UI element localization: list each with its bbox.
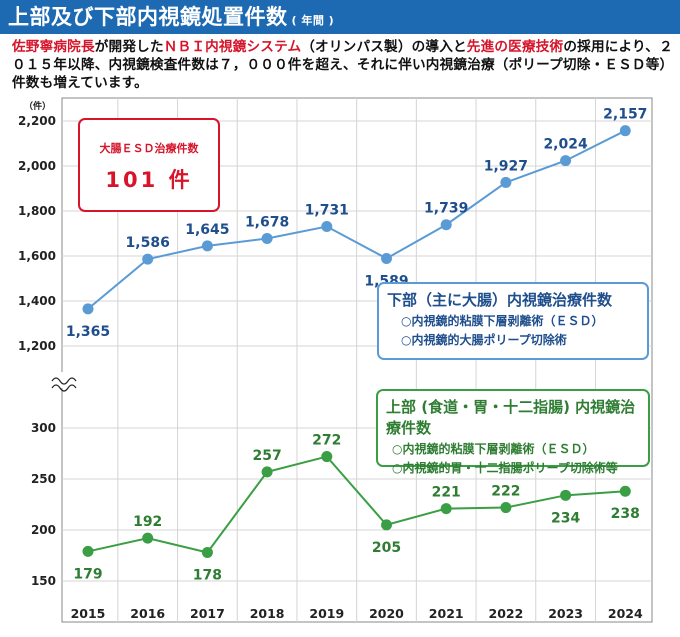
intro-text-4: （オリンパス製）の導入と <box>301 39 467 55</box>
data-label-upper: 257 <box>252 448 281 464</box>
x-tick-label: 2017 <box>190 606 225 621</box>
lower-legend-item-2: ○内視鏡的大腸ポリープ切除術 <box>401 333 567 347</box>
x-tick-label: 2020 <box>369 606 404 621</box>
series-line-lower <box>87 129 626 310</box>
y-tick-label: 1,600 <box>18 249 56 263</box>
x-tick-label: 2021 <box>429 606 464 621</box>
data-label-lower: 1,927 <box>484 158 528 174</box>
x-tick-label: 2019 <box>309 606 344 621</box>
data-point-lower <box>201 240 213 252</box>
x-tick-label: 2023 <box>548 606 583 621</box>
esd-count-label: 大腸ＥＳＤ治療件数 <box>99 142 199 155</box>
title-unit: ( 年間 ) <box>291 14 335 27</box>
data-label-lower: 2,157 <box>603 107 647 123</box>
data-point-lower <box>619 125 631 137</box>
data-point-lower <box>261 232 273 244</box>
data-point-upper <box>261 466 273 478</box>
lower-legend-box: 下部（主に大腸）内視鏡治療件数 ○内視鏡的粘膜下層剥離術（ＥＳＤ） ○内視鏡的大… <box>377 282 649 360</box>
lower-legend-item-1: ○内視鏡的粘膜下層剥離術（ＥＳＤ） <box>401 314 604 328</box>
data-label-lower: 1,586 <box>126 235 170 251</box>
data-label-lower: 1,645 <box>185 222 229 238</box>
x-tick-label: 2016 <box>130 606 165 621</box>
axis-break-gap <box>52 372 74 388</box>
data-point-upper <box>500 502 512 514</box>
y-tick-label: 1,400 <box>18 294 56 308</box>
esd-count-value: 101 件 <box>105 168 193 192</box>
y-tick-label: 2,000 <box>18 159 56 173</box>
data-label-lower: 1,365 <box>66 324 110 340</box>
y-tick-label: 250 <box>31 472 56 486</box>
chart-title: 上部及び下部内視鏡処置件数( 年間 ) <box>8 5 335 29</box>
data-label-lower: 2,024 <box>543 137 588 153</box>
upper-legend-title: 上部 (食道・胃・十二指腸) 内視鏡治療件数 <box>386 398 636 437</box>
data-label-upper: 234 <box>551 510 580 526</box>
data-point-upper <box>142 532 154 544</box>
data-label-upper: 205 <box>372 540 401 556</box>
data-label-lower: 1,731 <box>305 203 349 219</box>
data-point-upper <box>560 489 572 501</box>
y-tick-label: 1,800 <box>18 204 56 218</box>
data-point-lower <box>82 303 94 315</box>
lower-legend-title: 下部（主に大腸）内視鏡治療件数 <box>387 291 613 309</box>
data-point-lower <box>381 252 392 264</box>
upper-legend-item-2: ○内視鏡的胃・十二指腸ポリープ切除術等 <box>392 461 618 475</box>
data-point-upper <box>619 485 631 497</box>
y-tick-label: 2,200 <box>18 114 56 128</box>
data-point-upper <box>321 451 333 463</box>
intro-red-1: 佐野寧病院長 <box>12 39 95 55</box>
intro-red-5: 先進の医療技術 <box>466 39 564 55</box>
axis-break-mark <box>51 377 77 385</box>
intro-text-2: が開発した <box>94 39 164 55</box>
title-bar: 上部及び下部内視鏡処置件数( 年間 ) <box>0 0 680 34</box>
x-tick-label: 2018 <box>250 606 285 621</box>
axis-break-mark <box>51 384 77 392</box>
data-label-upper: 222 <box>491 484 520 500</box>
y-axis-unit: （件） <box>24 100 51 112</box>
data-label-upper: 238 <box>611 506 640 522</box>
x-tick-label: 2015 <box>71 606 106 621</box>
data-label-upper: 179 <box>73 566 102 582</box>
series-line-upper <box>87 455 626 554</box>
y-tick-label: 150 <box>31 574 56 588</box>
y-tick-label: 200 <box>31 523 56 537</box>
intro-text-6: の採用により、２０１５年以降、内視鏡検査件数は７，０００件を超え、それに伴い内視… <box>12 39 674 91</box>
y-tick-label: 300 <box>31 421 56 435</box>
data-point-upper <box>381 519 392 531</box>
data-point-lower <box>440 219 452 231</box>
x-tick-label: 2022 <box>489 606 524 621</box>
data-point-lower <box>500 176 512 188</box>
data-point-lower <box>560 155 572 167</box>
data-point-upper <box>440 503 452 515</box>
intro-red-3: ＮＢＩ内視鏡システム <box>163 39 302 55</box>
intro-text: 佐野寧病院長が開発したＮＢＩ内視鏡システム（オリンパス製）の導入と先進の医療技術… <box>12 38 674 92</box>
data-label-upper: 272 <box>312 433 341 449</box>
data-label-upper: 178 <box>193 567 222 583</box>
data-label-lower: 1,678 <box>245 214 289 230</box>
data-label-lower: 1,739 <box>424 201 468 217</box>
data-label-upper: 221 <box>432 485 461 501</box>
upper-legend-item-1: ○内視鏡的粘膜下層剥離術（ＥＳＤ） <box>392 442 595 456</box>
data-point-lower <box>142 253 154 265</box>
y-tick-label: 1,200 <box>18 339 56 353</box>
x-tick-label: 2024 <box>608 606 643 621</box>
data-point-lower <box>321 221 333 233</box>
upper-legend-box: 上部 (食道・胃・十二指腸) 内視鏡治療件数 ○内視鏡的粘膜下層剥離術（ＥＳＤ）… <box>376 389 650 475</box>
data-label-upper: 192 <box>133 514 162 530</box>
esd-count-box: 大腸ＥＳＤ治療件数 101 件 <box>78 118 220 212</box>
data-point-upper <box>201 546 213 558</box>
data-point-upper <box>82 545 94 557</box>
